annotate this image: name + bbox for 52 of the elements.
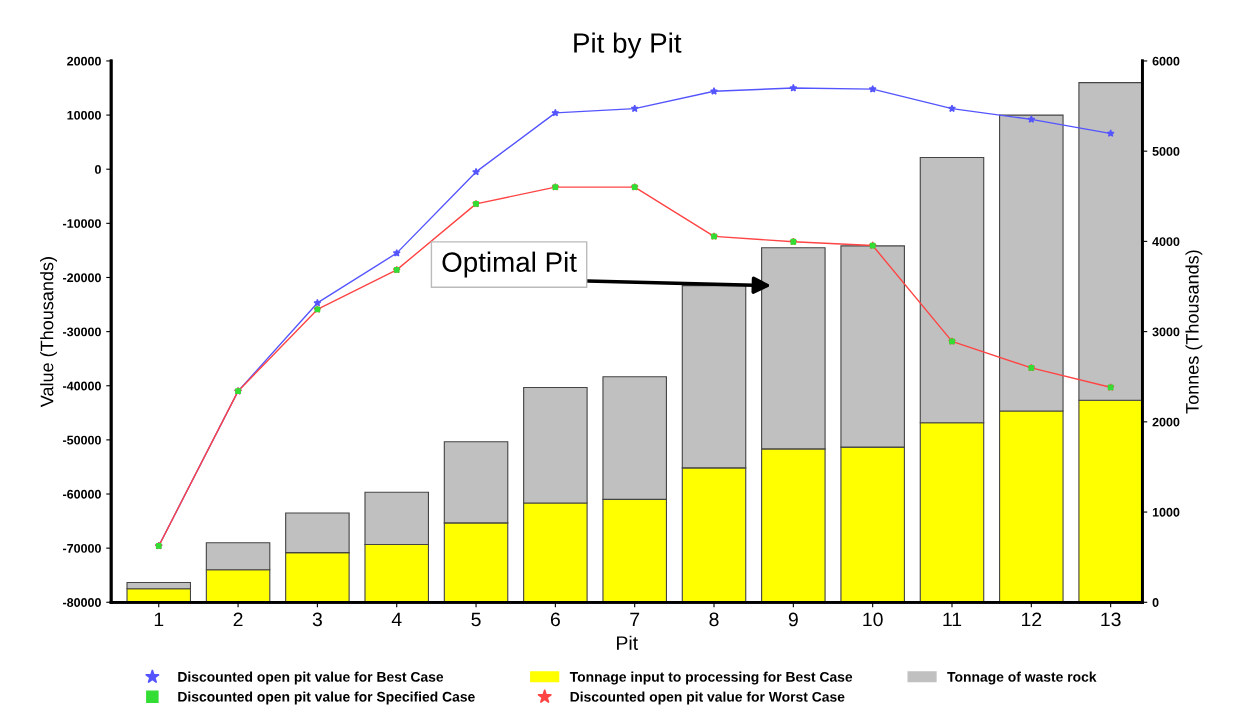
x-tick-label: 7: [630, 612, 640, 627]
x-tick-label: 3: [312, 612, 322, 627]
x-tick-label: 9: [788, 612, 798, 627]
legend-label: Discounted open pit value for Worst Case: [570, 691, 845, 705]
y-tick-label: -10000: [63, 219, 101, 228]
x-tick-label: 11: [943, 612, 962, 627]
y-tick-label: 10000: [67, 110, 101, 120]
legend-label: Discounted open pit value for Best Case: [178, 671, 444, 685]
x-tick-label: 5: [471, 612, 481, 627]
point: [710, 87, 719, 95]
y-tick-label: 0: [94, 165, 101, 174]
point: [551, 108, 560, 117]
x-tick-label: 6: [550, 612, 560, 627]
x-tick-label: 8: [709, 612, 719, 627]
y2-tick-label: 0: [1152, 598, 1159, 607]
y2-axis-title: Tonnes (Thousands): [1185, 250, 1203, 414]
y2-tick-label: 3000: [1152, 327, 1180, 337]
x-axis-title: Pit: [617, 635, 638, 650]
point: [472, 167, 481, 176]
y2-tick-label: 1000: [1152, 507, 1180, 517]
y2-tick-label: 5000: [1152, 146, 1180, 156]
y-tick-label: -80000: [63, 598, 101, 607]
x-tick-label: 1: [154, 612, 164, 627]
y-tick-label: -20000: [63, 273, 101, 283]
y2-tick-label: 6000: [1152, 56, 1180, 66]
x-tick-label: 4: [391, 612, 402, 627]
point: [868, 84, 877, 93]
y2-tick-label: 2000: [1152, 417, 1180, 427]
y2-tick-label: 4000: [1152, 237, 1180, 247]
point: [1027, 115, 1036, 123]
y-tick-label: -70000: [63, 543, 101, 553]
annotation: Optimal Pit: [442, 251, 577, 278]
y-axis-title: Value (Thousands): [40, 257, 57, 408]
point: [313, 298, 322, 307]
point: [630, 104, 639, 113]
y-tick-label: -50000: [63, 435, 101, 445]
y-tick-label: 20000: [67, 56, 101, 66]
x-tick-label: 10: [863, 612, 883, 627]
legend-label: Tonnage of waste rock: [947, 671, 1097, 685]
x-tick-label: 13: [1101, 612, 1121, 627]
point: [789, 83, 798, 92]
legend-label: Discounted open pit value for Specified Case: [178, 691, 475, 705]
legend-label: Tonnage input to processing for Best Case: [569, 671, 853, 685]
point: [1106, 129, 1115, 137]
point: [947, 104, 956, 113]
y-tick-label: -40000: [63, 381, 101, 391]
x-tick-label: 12: [1021, 612, 1042, 627]
chart-title: Pit by Pit: [574, 32, 682, 59]
y-tick-label: -60000: [63, 489, 101, 499]
x-tick-label: 2: [233, 612, 243, 627]
y-tick-label: -30000: [63, 327, 101, 337]
point: [392, 248, 401, 257]
